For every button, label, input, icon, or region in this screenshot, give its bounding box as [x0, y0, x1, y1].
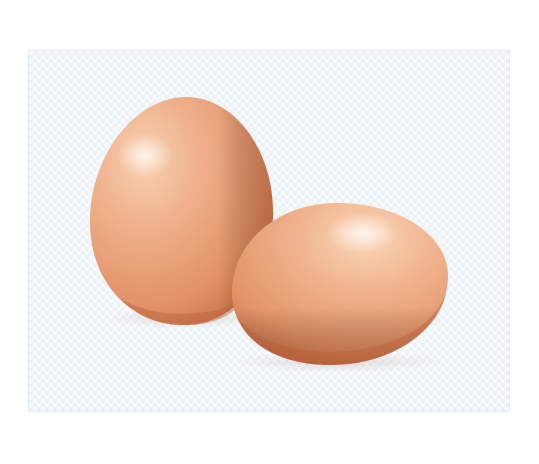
- egg-right: [232, 203, 449, 365]
- egg-right-highlight: [326, 213, 398, 253]
- egg-left-highlight: [117, 133, 173, 177]
- egg-left: [90, 97, 274, 326]
